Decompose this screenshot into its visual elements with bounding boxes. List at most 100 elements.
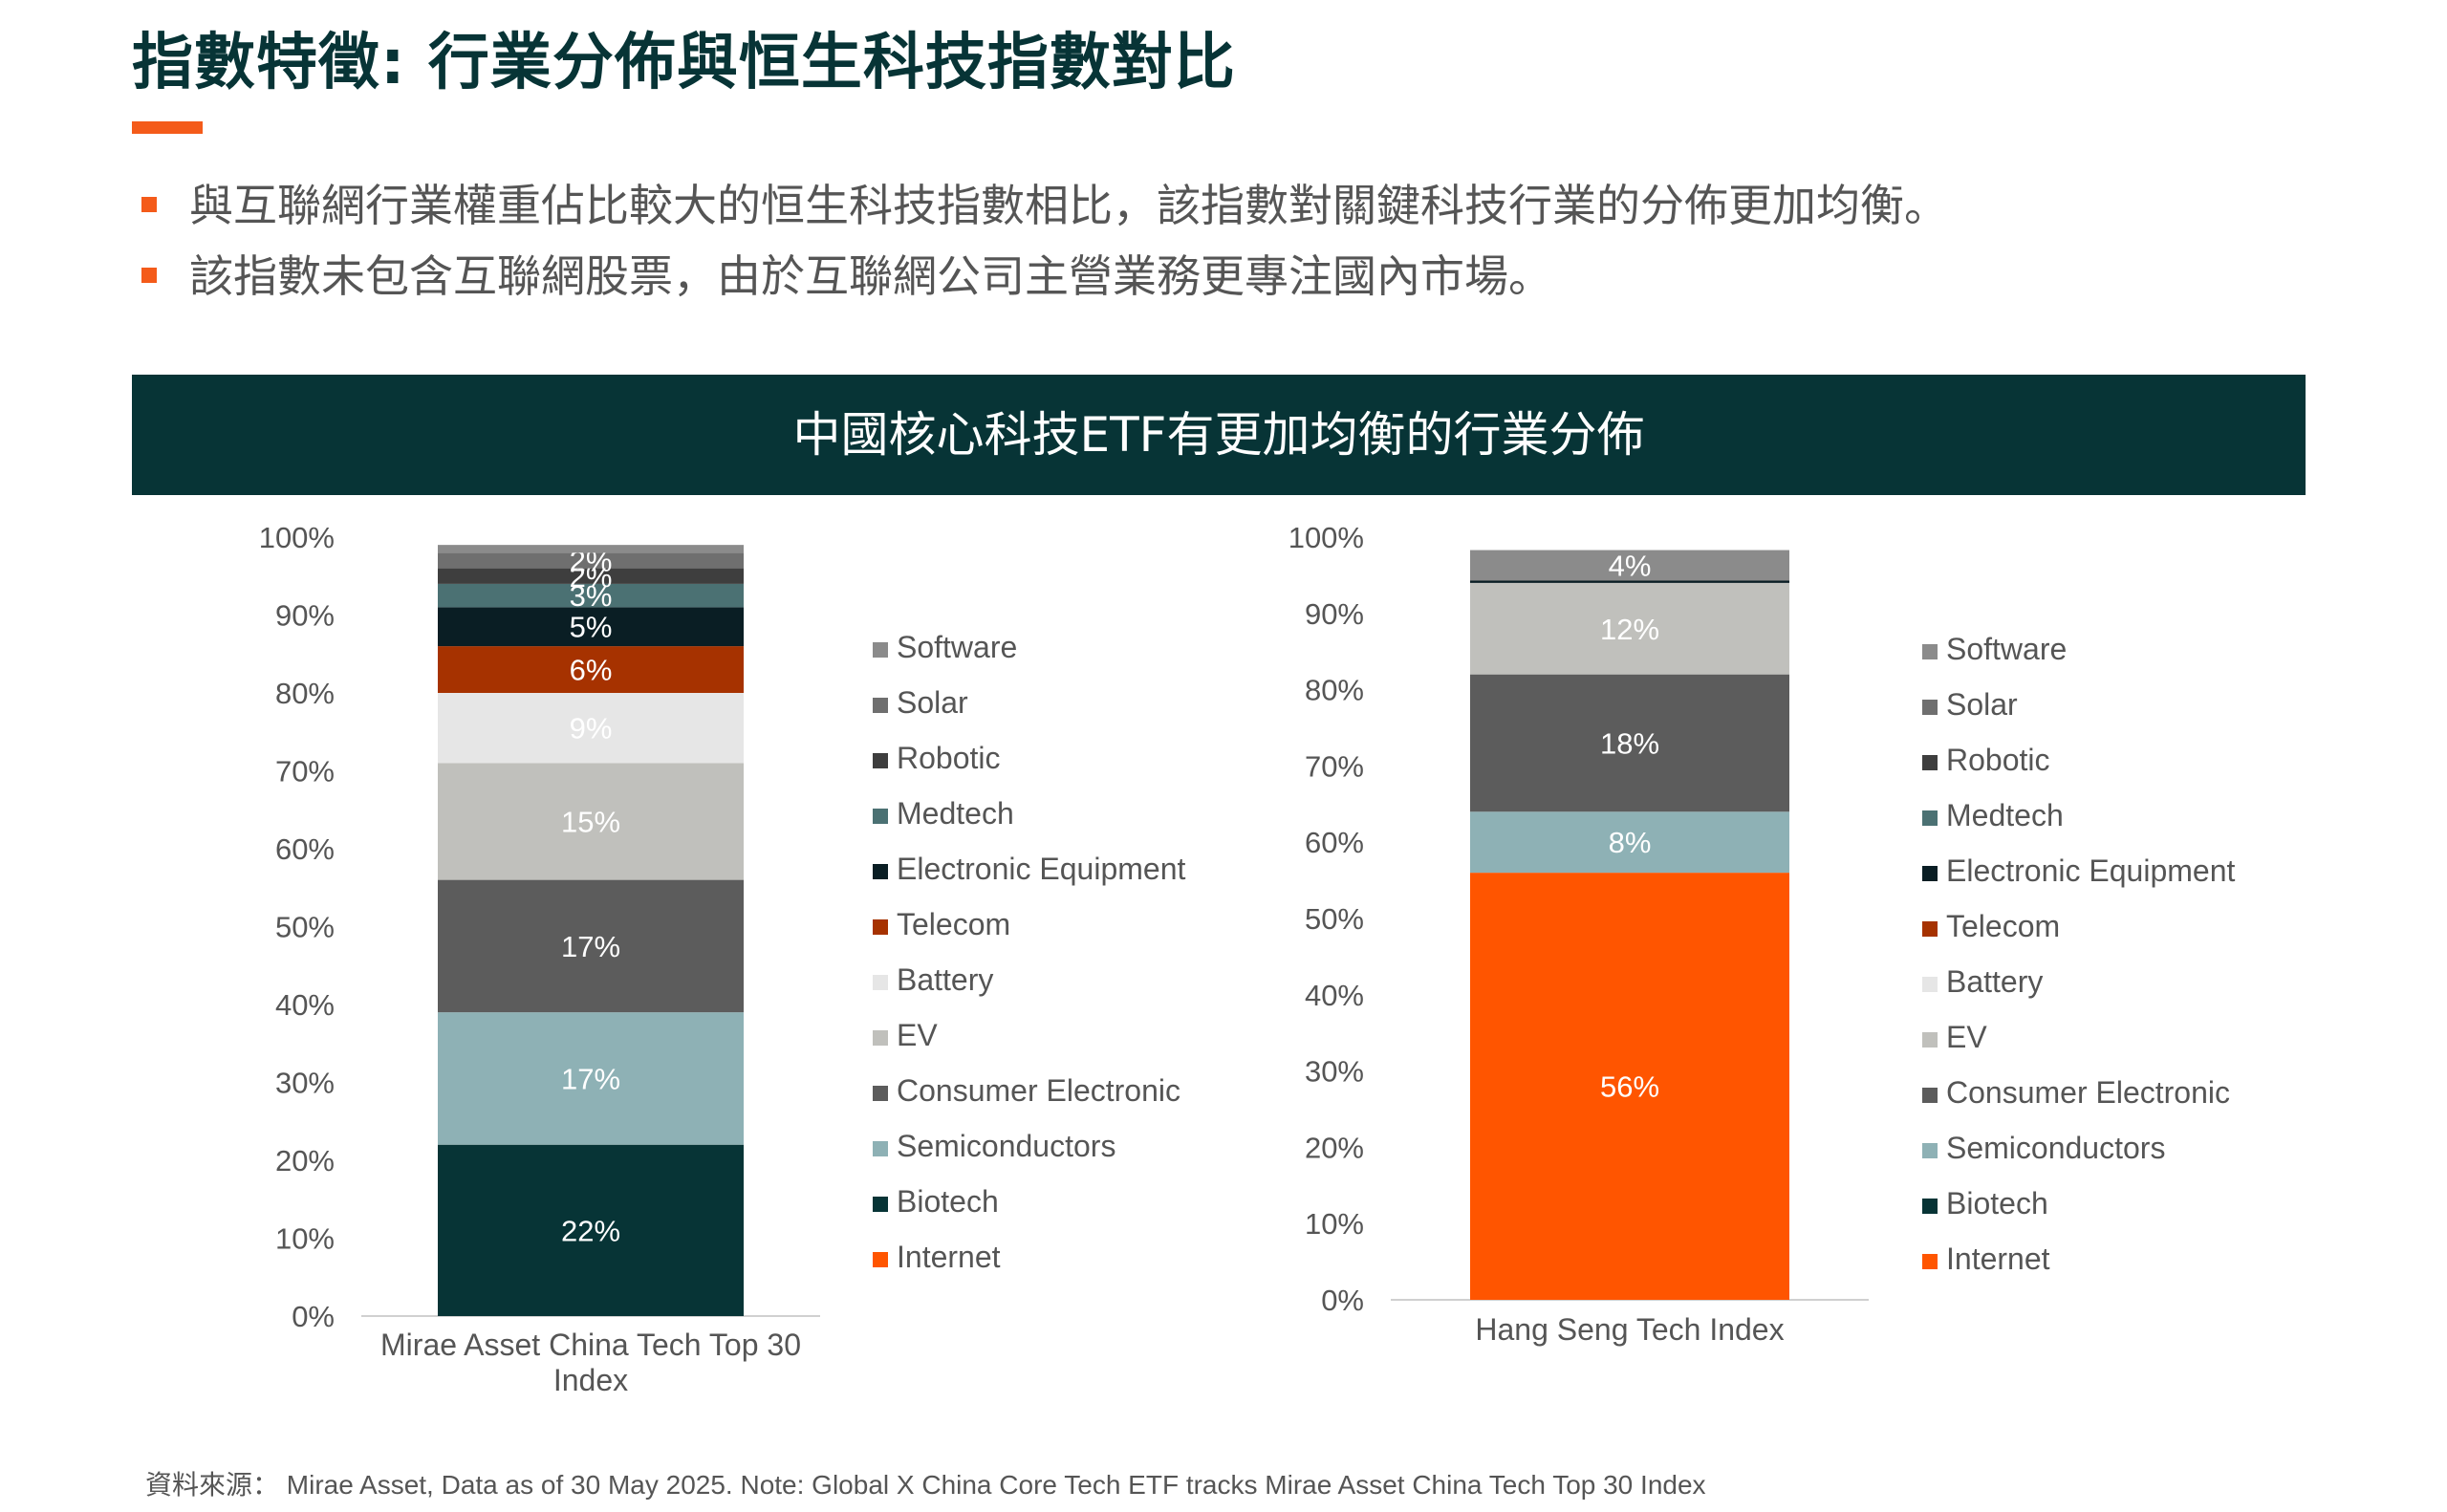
- bullet-item: 該指數未包含互聯網股票，由於互聯網公司主營業務更專注國內市場。: [141, 241, 1948, 312]
- legend-label: Biotech: [897, 1184, 999, 1219]
- bar-segment: [438, 1012, 744, 1145]
- legend-swatch: [873, 975, 888, 990]
- legend-label: Electronic Equipment: [897, 852, 1185, 886]
- legend-swatch: [1922, 1032, 1938, 1048]
- page-title: 指數特徵: 行業分佈與恒生科技指數對比: [132, 28, 1236, 98]
- legend-label: Software: [1946, 632, 2067, 666]
- bar-segment: [438, 879, 744, 1013]
- title-accent-bar: [132, 121, 203, 134]
- legend-swatch: [1922, 977, 1938, 992]
- legend-label: Software: [897, 630, 1017, 664]
- data-label: 18%: [1600, 726, 1659, 760]
- legend-swatch: [1922, 755, 1938, 770]
- bullet-list: 與互聯網行業權重佔比較大的恒生科技指數相比，該指數對關鍵科技行業的分佈更加均衡。…: [141, 170, 1948, 312]
- legend-swatch: [1922, 1088, 1938, 1103]
- legend-label: Telecom: [897, 907, 1010, 941]
- y-tick-label: 0%: [1321, 1284, 1364, 1317]
- legend-label: Electronic Equipment: [1946, 853, 2235, 888]
- bullet-square-icon: [141, 268, 157, 283]
- y-tick-label: 100%: [259, 521, 335, 554]
- legend-label: Battery: [1946, 964, 2043, 999]
- bar-segment: [438, 763, 744, 880]
- y-tick-label: 100%: [1288, 521, 1364, 554]
- data-label: 9%: [570, 712, 613, 745]
- legend-swatch: [873, 1252, 888, 1267]
- bar-segment: [438, 646, 744, 693]
- legend-swatch: [873, 1141, 888, 1156]
- y-tick-label: 10%: [275, 1222, 335, 1256]
- legend-swatch: [1922, 921, 1938, 937]
- y-tick-label: 40%: [1305, 979, 1364, 1012]
- bar-segment: [438, 552, 744, 569]
- y-tick-label: 0%: [292, 1300, 335, 1333]
- legend-label: Internet: [897, 1240, 1001, 1274]
- legend-swatch: [1922, 866, 1938, 881]
- legend-label: Internet: [1946, 1242, 2050, 1276]
- y-tick-label: 60%: [275, 832, 335, 866]
- bar-segment: [438, 583, 744, 608]
- bullet-text: 該指數未包含互聯網股票，由於互聯網公司主營業務更專注國內市場。: [189, 250, 1552, 302]
- legend-swatch: [1922, 1143, 1938, 1158]
- legend-swatch: [873, 1197, 888, 1212]
- bar-segment: [1470, 674, 1789, 812]
- bar-segment: [1470, 550, 1789, 581]
- legend-label: Medtech: [897, 796, 1014, 831]
- legend-swatch: [873, 864, 888, 879]
- data-label: 12%: [1600, 613, 1659, 646]
- bullet-text: 與互聯網行業權重佔比較大的恒生科技指數相比，該指數對關鍵科技行業的分佈更加均衡。: [189, 180, 1948, 231]
- legend-swatch: [1922, 1199, 1938, 1214]
- data-label: 17%: [561, 1062, 620, 1095]
- bullet-item: 與互聯網行業權重佔比較大的恒生科技指數相比，該指數對關鍵科技行業的分佈更加均衡。: [141, 170, 1948, 241]
- bar-segment: [438, 568, 744, 584]
- legend-label: Medtech: [1946, 798, 2064, 832]
- bar-segment: [1470, 580, 1789, 583]
- legend-swatch: [1922, 810, 1938, 826]
- y-tick-label: 60%: [1305, 826, 1364, 859]
- bar-segment: [1470, 582, 1789, 675]
- legend-swatch: [873, 809, 888, 824]
- data-label: 6%: [570, 654, 613, 687]
- legend-label: Consumer Electronic: [1946, 1075, 2230, 1110]
- y-tick-label: 40%: [275, 988, 335, 1022]
- y-tick-label: 10%: [1305, 1207, 1364, 1241]
- legend-swatch: [873, 1030, 888, 1046]
- legend-swatch: [1922, 700, 1938, 715]
- legend-label: Telecom: [1946, 909, 2060, 943]
- legend-swatch: [1922, 1254, 1938, 1269]
- legend-label: Robotic: [897, 741, 1001, 775]
- legend-swatch: [873, 642, 888, 658]
- data-label: 8%: [1609, 826, 1652, 859]
- legend-swatch: [873, 919, 888, 935]
- data-label: 5%: [570, 611, 613, 644]
- legend-swatch: [873, 698, 888, 713]
- y-tick-label: 50%: [275, 911, 335, 944]
- y-tick-label: 90%: [275, 599, 335, 633]
- bar-segment: [438, 693, 744, 764]
- bar-segment: [1470, 873, 1789, 1300]
- legend-label: Solar: [1946, 687, 2018, 722]
- y-tick-label: 20%: [275, 1144, 335, 1177]
- y-tick-label: 90%: [1305, 597, 1364, 631]
- legend-label: Consumer Electronic: [897, 1073, 1180, 1108]
- data-label: 3%: [570, 579, 613, 613]
- bar-segment: [1470, 811, 1789, 874]
- y-tick-label: 50%: [1305, 902, 1364, 936]
- legend-label: EV: [1946, 1020, 1987, 1054]
- category-label: Index: [553, 1363, 628, 1397]
- bar-segment: [438, 1144, 744, 1316]
- y-tick-label: 80%: [275, 677, 335, 710]
- data-label: 56%: [1600, 1070, 1659, 1104]
- legend-label: Robotic: [1946, 743, 2050, 777]
- bar-segment: [438, 545, 744, 553]
- y-tick-label: 20%: [1305, 1131, 1364, 1164]
- legend-label: Solar: [897, 685, 968, 720]
- category-label: Mirae Asset China Tech Top 30: [380, 1328, 801, 1362]
- y-tick-label: 70%: [1305, 749, 1364, 783]
- legend-swatch: [873, 1086, 888, 1101]
- category-label: Hang Seng Tech Index: [1475, 1312, 1784, 1347]
- y-tick-label: 30%: [275, 1067, 335, 1100]
- data-label: 15%: [561, 805, 620, 838]
- legend-swatch: [873, 753, 888, 768]
- data-label: 17%: [561, 930, 620, 963]
- y-tick-label: 30%: [1305, 1055, 1364, 1089]
